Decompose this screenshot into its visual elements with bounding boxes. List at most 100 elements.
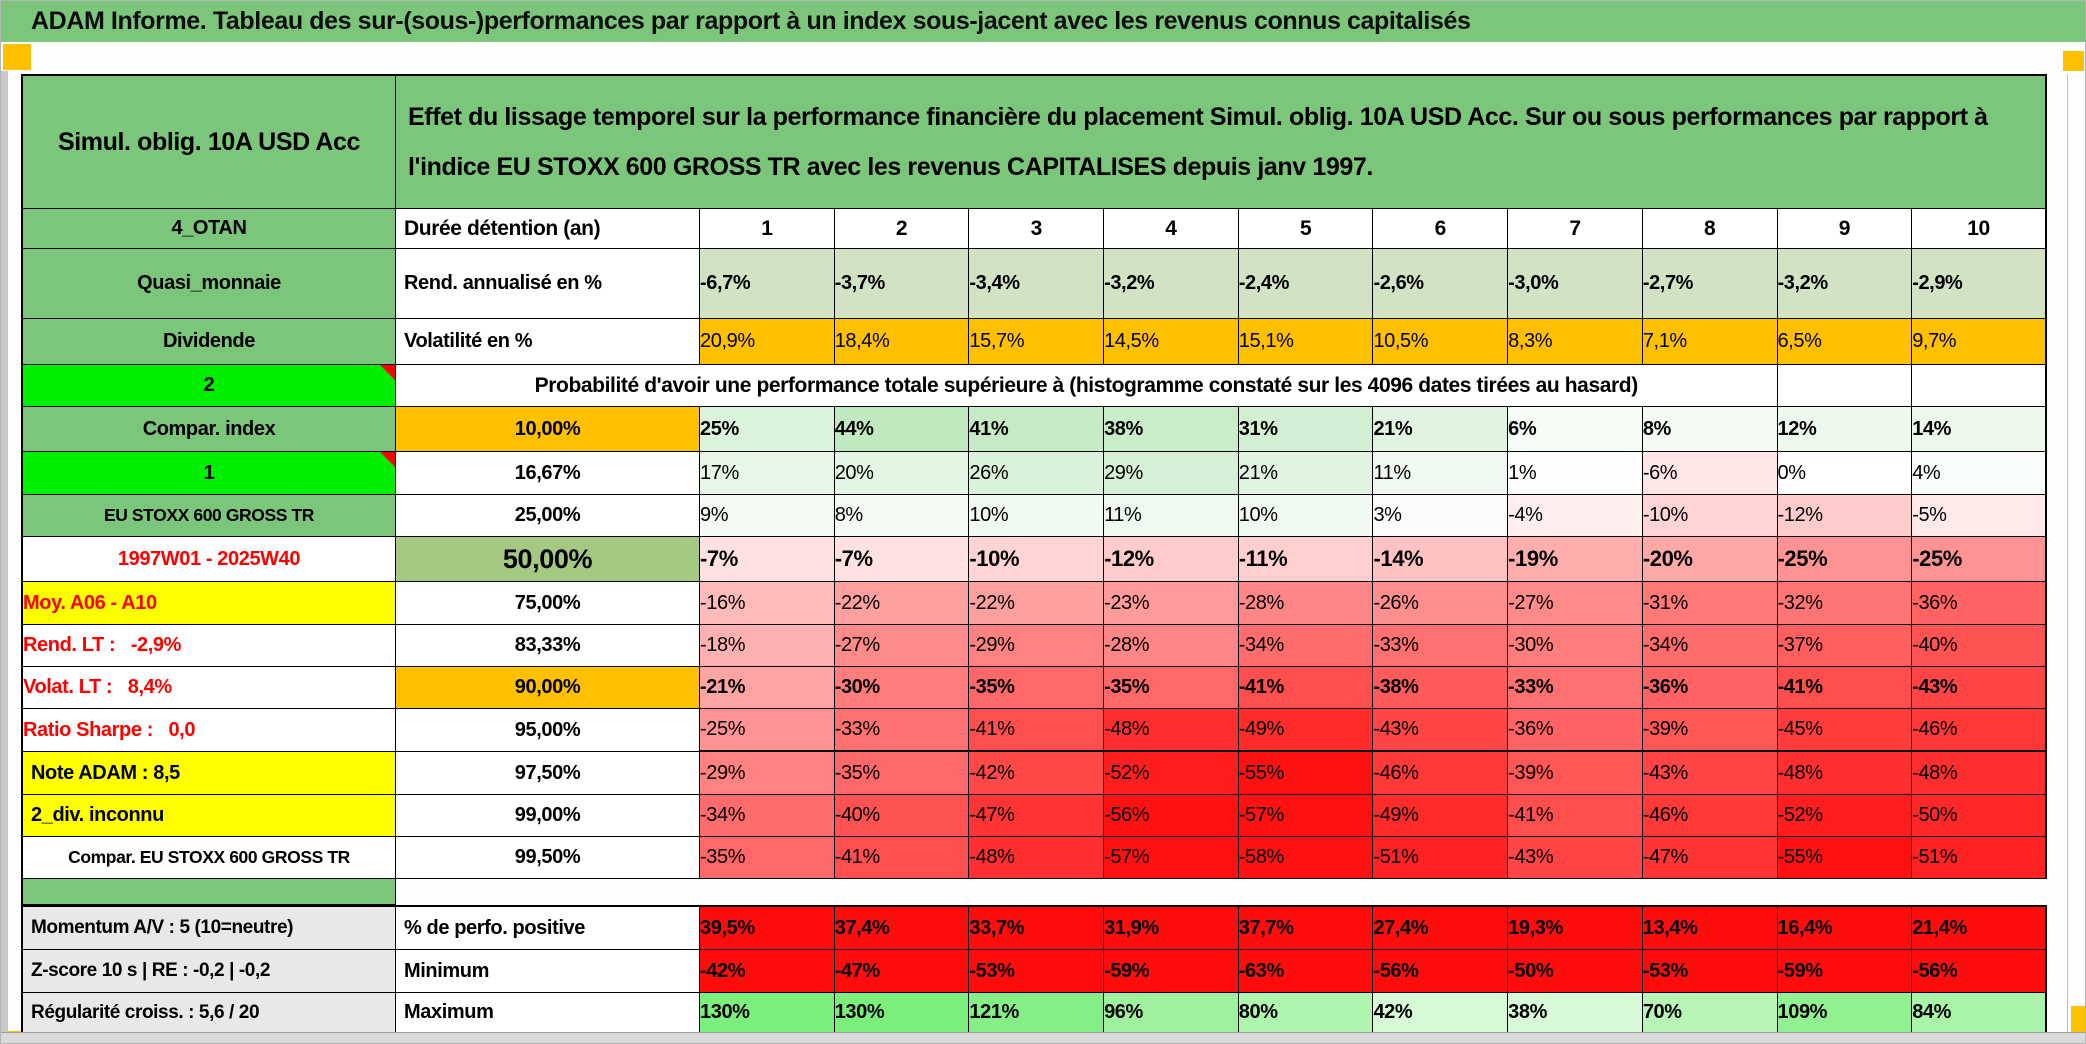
data-cell[interactable]: -4%: [1508, 495, 1643, 537]
data-cell[interactable]: 70%: [1642, 993, 1778, 1033]
data-cell[interactable]: 109%: [1777, 993, 1913, 1033]
data-cell[interactable]: -36%: [1912, 582, 2047, 625]
data-cell[interactable]: 3%: [1373, 495, 1509, 537]
data-cell[interactable]: 31%: [1238, 407, 1374, 452]
data-cell[interactable]: -35%: [700, 837, 835, 879]
data-cell[interactable]: -36%: [1642, 667, 1778, 709]
data-cell[interactable]: -59%: [1777, 950, 1913, 993]
data-cell[interactable]: 25%: [700, 407, 835, 452]
row-label[interactable]: Quasi_monnaie: [21, 249, 396, 319]
data-cell[interactable]: 84%: [1912, 993, 2047, 1033]
data-cell[interactable]: -2,6%: [1373, 249, 1509, 319]
data-cell[interactable]: -28%: [1104, 625, 1239, 667]
data-cell[interactable]: -32%: [1777, 582, 1913, 625]
data-cell[interactable]: 130%: [834, 993, 970, 1033]
data-cell[interactable]: -2,9%: [1912, 249, 2047, 319]
data-cell[interactable]: -57%: [1104, 837, 1239, 879]
data-cell[interactable]: -12%: [1104, 537, 1239, 582]
row-label[interactable]: Rend. LT : -2,9%: [21, 625, 396, 667]
row-label[interactable]: EU STOXX 600 GROSS TR: [21, 495, 396, 537]
data-cell[interactable]: -48%: [1104, 709, 1239, 752]
row-sublabel[interactable]: Rend. annualisé en %: [396, 249, 700, 319]
row-label[interactable]: Compar. EU STOXX 600 GROSS TR: [21, 837, 396, 879]
data-cell[interactable]: 33,7%: [969, 905, 1105, 950]
data-cell[interactable]: -48%: [969, 837, 1105, 879]
row-label[interactable]: Régularité croiss. : 5,6 / 20: [21, 993, 396, 1033]
row-sublabel[interactable]: 50,00%: [396, 537, 700, 582]
data-cell[interactable]: -49%: [1373, 795, 1509, 837]
data-cell[interactable]: 26%: [969, 452, 1105, 495]
data-cell[interactable]: 31,9%: [1104, 905, 1239, 950]
data-cell[interactable]: -58%: [1238, 837, 1374, 879]
year-header[interactable]: 4: [1104, 209, 1239, 249]
data-cell[interactable]: 11%: [1104, 495, 1239, 537]
data-cell[interactable]: 15,1%: [1238, 319, 1374, 365]
data-cell[interactable]: 8,3%: [1508, 319, 1643, 365]
data-cell[interactable]: 9%: [700, 495, 835, 537]
data-cell[interactable]: -50%: [1508, 950, 1643, 993]
data-cell[interactable]: -19%: [1508, 537, 1643, 582]
data-cell[interactable]: -53%: [969, 950, 1105, 993]
row-sublabel[interactable]: 83,33%: [396, 625, 700, 667]
row-label[interactable]: Ratio Sharpe : 0,0: [21, 709, 396, 752]
data-cell[interactable]: 9,7%: [1912, 319, 2047, 365]
data-cell[interactable]: -47%: [969, 795, 1105, 837]
data-cell[interactable]: 12%: [1777, 407, 1913, 452]
data-cell[interactable]: -47%: [834, 950, 970, 993]
data-cell[interactable]: -41%: [834, 837, 970, 879]
row-label[interactable]: 2_div. inconnu: [21, 795, 396, 837]
data-cell[interactable]: -46%: [1912, 709, 2047, 752]
data-cell[interactable]: -27%: [1508, 582, 1643, 625]
data-cell[interactable]: 96%: [1104, 993, 1239, 1033]
data-cell[interactable]: 80%: [1238, 993, 1374, 1033]
data-cell[interactable]: 37,7%: [1238, 905, 1374, 950]
row-label[interactable]: Compar. index: [21, 407, 396, 452]
row-sublabel[interactable]: 16,67%: [396, 452, 700, 495]
data-cell[interactable]: -33%: [834, 709, 970, 752]
data-cell[interactable]: -33%: [1373, 625, 1509, 667]
data-cell[interactable]: -11%: [1238, 537, 1374, 582]
data-cell[interactable]: 4%: [1912, 452, 2047, 495]
product-name[interactable]: Simul. oblig. 10A USD Acc: [21, 74, 396, 209]
data-cell[interactable]: -25%: [1912, 537, 2047, 582]
row-sublabel[interactable]: Maximum: [396, 993, 700, 1033]
row-sublabel[interactable]: 99,00%: [396, 795, 700, 837]
bottom-scrollbar[interactable]: [1, 1032, 2085, 1043]
data-cell[interactable]: 1%: [1508, 452, 1643, 495]
data-cell[interactable]: -39%: [1508, 752, 1643, 795]
data-cell[interactable]: -3,2%: [1104, 249, 1239, 319]
data-cell[interactable]: -35%: [969, 667, 1105, 709]
row-label[interactable]: 1: [21, 452, 396, 495]
data-cell[interactable]: 11%: [1373, 452, 1509, 495]
data-cell[interactable]: -56%: [1104, 795, 1239, 837]
data-cell[interactable]: -59%: [1104, 950, 1239, 993]
data-cell[interactable]: -50%: [1912, 795, 2047, 837]
row-label[interactable]: 1997W01 - 2025W40: [21, 537, 396, 582]
data-cell[interactable]: 29%: [1104, 452, 1239, 495]
row-sublabel[interactable]: Volatilité en %: [396, 319, 700, 365]
data-cell[interactable]: 8%: [1642, 407, 1778, 452]
data-cell[interactable]: 6,5%: [1777, 319, 1913, 365]
data-cell[interactable]: -41%: [1508, 795, 1643, 837]
data-cell[interactable]: -40%: [1912, 625, 2047, 667]
data-cell[interactable]: -49%: [1238, 709, 1374, 752]
data-cell[interactable]: 13,4%: [1642, 905, 1778, 950]
row-label[interactable]: Note ADAM : 8,5: [21, 752, 396, 795]
data-cell[interactable]: -36%: [1508, 709, 1643, 752]
data-cell[interactable]: -7%: [700, 537, 835, 582]
data-cell[interactable]: -27%: [834, 625, 970, 667]
data-cell[interactable]: -3,7%: [834, 249, 970, 319]
data-cell[interactable]: 18,4%: [834, 319, 970, 365]
data-cell[interactable]: -25%: [1777, 537, 1913, 582]
data-cell[interactable]: -33%: [1508, 667, 1643, 709]
data-cell[interactable]: 0%: [1777, 452, 1913, 495]
data-cell[interactable]: -41%: [1777, 667, 1913, 709]
data-cell[interactable]: -2,7%: [1642, 249, 1778, 319]
data-cell[interactable]: 15,7%: [969, 319, 1105, 365]
data-cell[interactable]: -56%: [1912, 950, 2047, 993]
data-cell[interactable]: -63%: [1238, 950, 1374, 993]
data-cell[interactable]: -43%: [1642, 752, 1778, 795]
data-cell[interactable]: -52%: [1104, 752, 1239, 795]
data-cell[interactable]: -3,0%: [1508, 249, 1643, 319]
data-cell[interactable]: 10,5%: [1373, 319, 1509, 365]
